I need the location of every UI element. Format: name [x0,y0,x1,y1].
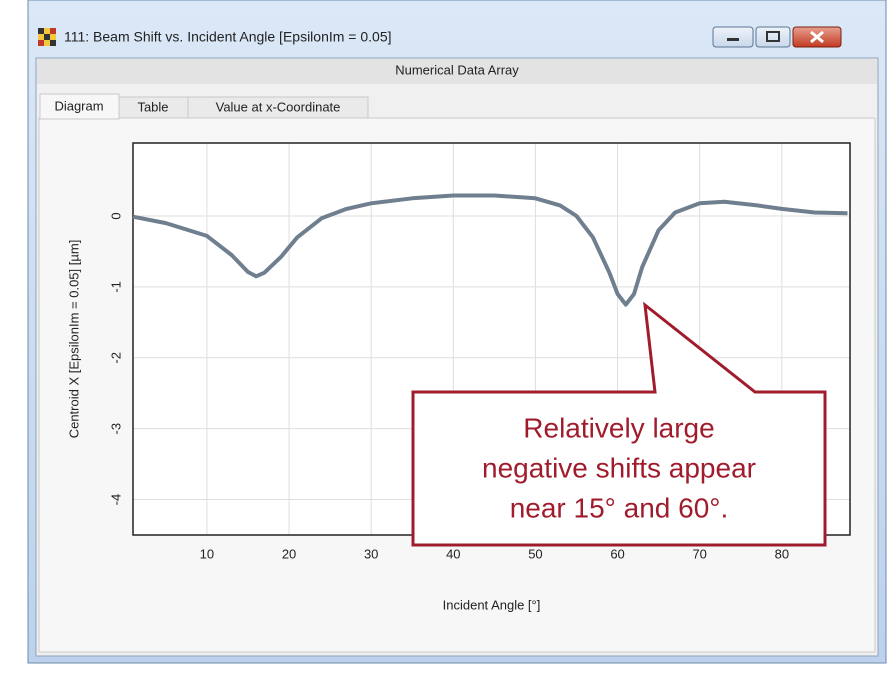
data-line [132,193,848,307]
callout-text: Relatively large [523,412,714,443]
tab-label: Value at x-Coordinate [216,99,341,114]
x-tick-label: 80 [775,546,789,561]
x-tick-label: 20 [282,546,296,561]
x-tick-label: 70 [692,546,706,561]
window-title: 111: Beam Shift vs. Incident Angle [Epsi… [64,29,392,45]
y-axis-label: Centroid X [EpsilonIm = 0.05] [µm] [66,240,81,439]
close-icon [810,30,824,44]
y-tick-label: -4 [108,494,123,506]
x-tick-label: 30 [364,546,378,561]
tab[interactable] [187,96,369,119]
x-axis-label: Incident Angle [°] [443,597,541,612]
header-text: Numerical Data Array [395,62,519,77]
y-tick-label: 0 [108,212,123,219]
callout-box [411,301,827,547]
app-icon [38,28,56,46]
y-tick-label: -2 [108,352,123,364]
tab-label: Table [137,99,168,114]
minimize-icon [727,38,739,41]
x-tick-label: 40 [446,546,460,561]
x-tick-label: 50 [528,546,542,561]
minimize-button[interactable] [712,26,754,48]
y-tick-label: -1 [108,281,123,293]
maximize-icon [766,31,780,42]
tab-label: Diagram [54,98,103,113]
callout: Relatively large negative shifts appear ne… [411,301,827,547]
x-tick-label: 10 [200,546,214,561]
callout-text: negative shifts appear [482,452,756,483]
x-tick-label: 60 [610,546,624,561]
callout-text: near 15° and 60°. [510,492,729,523]
header-bar [37,59,877,84]
y-tick-label: -3 [108,423,123,435]
maximize-button[interactable] [755,26,791,48]
tab[interactable] [39,93,120,120]
